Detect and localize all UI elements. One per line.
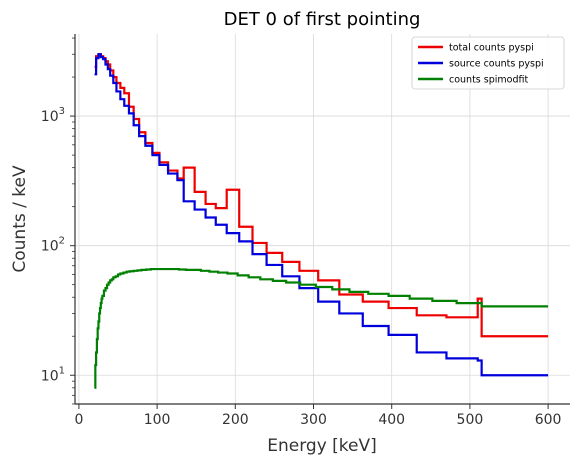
legend-label-0: total counts pyspi	[449, 43, 534, 54]
x-axis-title: Energy [keV]	[267, 436, 377, 456]
x-tick-label: 400	[378, 412, 405, 428]
x-tick-label: 300	[300, 412, 327, 428]
legend-label-1: source counts pyspi	[449, 59, 544, 70]
x-tick-label: 100	[144, 412, 171, 428]
x-tick-label: 200	[222, 412, 249, 428]
grid	[75, 34, 570, 404]
x-tick-label: 0	[74, 412, 83, 428]
series-line-2	[94, 267, 549, 389]
y-tick-label: 103	[41, 106, 65, 125]
x-tick-label: 600	[535, 412, 562, 428]
series-line-0	[94, 53, 549, 338]
legend-label-2: counts spimodfit	[449, 75, 528, 86]
y-tick-label: 102	[41, 236, 65, 255]
y-tick-label: 101	[41, 365, 65, 384]
x-tick-label: 500	[457, 412, 484, 428]
y-ticks: 101 102 103	[41, 106, 75, 384]
x-ticks: 0 100 200 300 400 500 600	[74, 404, 561, 428]
axes	[74, 34, 570, 405]
chart-title: DET 0 of first pointing	[224, 9, 421, 30]
legend-box	[411, 36, 565, 90]
series-group	[94, 53, 549, 389]
series-line-1	[94, 53, 549, 377]
y-axis-title: Counts / keV	[10, 165, 30, 273]
legend: total counts pyspi source counts pyspi cou…	[411, 36, 565, 90]
